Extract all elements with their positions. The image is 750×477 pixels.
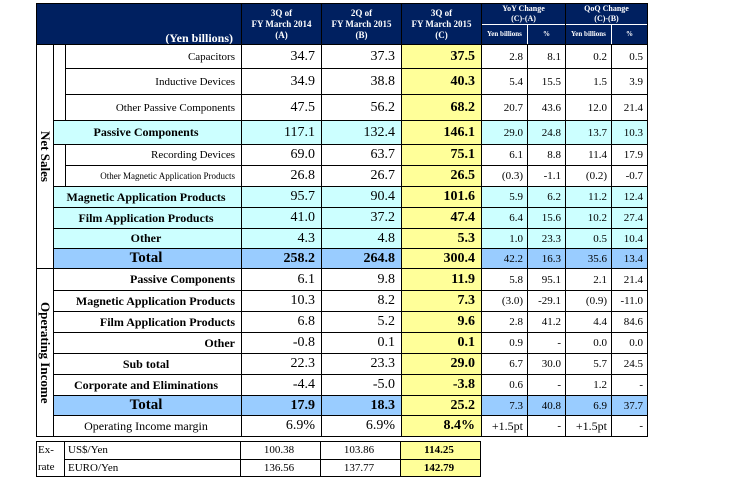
- table-row: Inductive Devices 34.9 38.8 40.3 5.4 15.…: [37, 68, 648, 95]
- table-row: Ex-rate US$/Yen 100.38 103.86 114.25: [36, 441, 481, 477]
- col-a-header: 3Q of FY March 2014 (A): [241, 3, 322, 45]
- qoq-header: QoQ Change (C)-(B) Yen billions%: [565, 3, 648, 45]
- table-row: Magnetic Application Products 10.3 8.2 7…: [37, 290, 648, 312]
- operating-income-total-row: Total 17.9 18.3 25.2 7.3 40.8 6.9 37.7: [37, 395, 648, 416]
- operating-income-side-label: Operating Income: [36, 268, 54, 437]
- col-b-header: 2Q of FY March 2015 (B): [321, 3, 402, 45]
- row-label: Capacitors: [65, 44, 242, 69]
- exrate-side-label: Ex-rate: [36, 441, 65, 477]
- exchange-rate-table: Ex-rate US$/Yen 100.38 103.86 114.25 EUR…: [36, 441, 481, 477]
- financial-results-table: (Yen billions) 3Q of FY March 2014 (A) 2Q …: [36, 3, 648, 437]
- table-row: Other -0.8 0.1 0.1 0.9 - 0.0 0.0: [37, 332, 648, 354]
- margin-row: Operating Income margin 6.9% 6.9% 8.4% +…: [37, 415, 648, 437]
- table-row: Sub total 22.3 23.3 29.0 6.7 30.0 5.7 24…: [37, 353, 648, 375]
- table-row: Corporate and Eliminations -4.4 -5.0 -3.…: [37, 374, 648, 396]
- table-row: Other Passive Components 47.5 56.2 68.2 …: [37, 94, 648, 121]
- table-row: Operating Income Passive Components 6.1 …: [36, 268, 648, 437]
- net-sales-side-label: Net Sales: [36, 44, 54, 269]
- table-row: Other Magnetic Application Products 26.8…: [37, 165, 648, 187]
- table-row: Magnetic Application Products 95.7 90.4 …: [37, 186, 648, 208]
- table-row: Other 4.3 4.8 5.3 1.0 23.3 0.5 10.4: [37, 228, 648, 249]
- table-row: Recording Devices 69.0 63.7 75.1 6.1 8.8…: [37, 144, 648, 187]
- table-row: Film Application Products 41.0 37.2 47.4…: [37, 207, 648, 229]
- table-row: Net Sales Capacitors 34.7 37.3 37.5 2.8 …: [36, 44, 648, 269]
- unit-label: (Yen billions): [36, 3, 242, 45]
- table-row: Passive Components 117.1 132.4 146.1 29.…: [37, 120, 648, 145]
- col-c-header: 3Q of FY March 2015 (C): [401, 3, 482, 45]
- header-row: (Yen billions) 3Q of FY March 2014 (A) 2Q …: [36, 3, 648, 45]
- yoy-header: YoY Change (C)-(A) Yen billions%: [481, 3, 566, 45]
- financial-table-container: (Yen billions) 3Q of FY March 2014 (A) 2Q …: [36, 3, 648, 477]
- net-sales-total-row: Total 258.2 264.8 300.4 42.2 16.3 35.6 1…: [37, 248, 648, 269]
- table-row: Film Application Products 6.8 5.2 9.6 2.…: [37, 311, 648, 333]
- table-row: EURO/Yen 136.56 137.77 142.79: [37, 458, 481, 477]
